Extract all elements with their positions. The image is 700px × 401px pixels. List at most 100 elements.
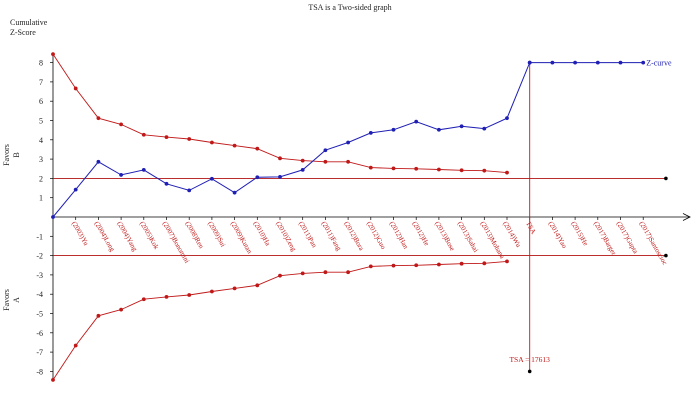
upper-boundary-point [119, 122, 123, 127]
lower-boundary-point [278, 273, 282, 278]
category-label: (2010)Ha [252, 220, 273, 248]
z-curve-point [437, 127, 441, 132]
tsa-line-bottom-point [527, 369, 532, 374]
lower-boundary-point [96, 313, 101, 318]
z-curve-point [527, 60, 532, 65]
z-curve-point [51, 215, 55, 219]
upper-boundary-point [278, 156, 282, 161]
category-label: (2012)Guo [365, 220, 388, 251]
category-label: (2010)Zeng [274, 220, 298, 253]
y-tick-label: 3 [39, 155, 43, 164]
z-curve-point [641, 60, 646, 65]
y-tick-label: 6 [39, 97, 43, 106]
lower-boundary-point [51, 377, 55, 382]
upper-boundary-point [437, 167, 441, 172]
category-label: (2012)Han [388, 220, 410, 251]
category-label: (2013)Bose [433, 220, 456, 252]
favors-a-label-line2: A [12, 297, 21, 303]
favors-b-label-line1: Favors [2, 144, 11, 166]
z-curve-point [300, 168, 305, 172]
x-axis-arrow [682, 213, 691, 221]
lower-boundary-point [300, 271, 305, 276]
y-axis-label-line1: Cumulative [10, 18, 48, 27]
lower-boundary-point [73, 343, 78, 348]
category-label: (2005)Kok [138, 220, 161, 251]
z-curve-point [368, 130, 373, 135]
category-label: (2013)Sahai [456, 220, 480, 254]
y-tick-label: -2 [36, 252, 43, 261]
upper-boundary-point [232, 143, 237, 148]
category-label: (2014)Yao [547, 220, 569, 250]
lower-boundary-point [414, 263, 419, 268]
upper-boundary-point [300, 158, 305, 163]
upper-boundary-point [323, 159, 328, 164]
y-tick-label: 7 [39, 78, 43, 87]
z-curve-point [119, 173, 123, 177]
z-curve-point [595, 60, 600, 65]
z-curve-point [210, 176, 214, 181]
z-curve-point [187, 188, 192, 193]
lower-boundary-point [346, 270, 350, 275]
y-tick-label: -5 [36, 310, 43, 319]
upper-boundary-point [459, 168, 464, 173]
category-label: (2004)Long [93, 220, 117, 253]
lower-boundary-point [187, 293, 192, 297]
y-tick-label: -3 [36, 271, 43, 280]
category-label: (2009)Sui [206, 220, 227, 248]
category-label: (2012)Bora [342, 220, 366, 253]
lower-boundary-point [437, 262, 441, 267]
lower-boundary-point [391, 263, 396, 268]
lower-boundary-point [459, 261, 464, 266]
y-tick-label: 5 [39, 117, 43, 126]
upper-boundary-point [187, 137, 192, 141]
category-label: TSA [524, 220, 538, 235]
tsa-label: TSA = 17613 [509, 355, 550, 364]
lower-boundary-point [119, 307, 123, 312]
z-curve-point [96, 159, 101, 164]
z-curve-point [232, 190, 237, 195]
upper-boundary-point [368, 165, 373, 170]
lower-boundary-point [505, 259, 509, 264]
upper-boundary-point [164, 135, 169, 139]
lower-boundary-point [368, 264, 373, 269]
upper-boundary-point [346, 159, 350, 164]
z-curve-point [505, 116, 509, 121]
z-curve-point [141, 168, 146, 172]
z-curve-point [278, 174, 282, 179]
y-tick-label: 4 [39, 136, 43, 145]
z-curve-point [414, 119, 419, 124]
z-curve-point [164, 181, 169, 186]
upper-boundary-point [391, 166, 396, 171]
z-curve-point [346, 140, 350, 145]
y-tick-label: -7 [36, 348, 43, 357]
z-curve-point [482, 126, 487, 131]
z-curve-point [618, 60, 623, 65]
upper-boundary-point [482, 168, 487, 173]
upper-boundary-point [51, 52, 55, 57]
upper-boundary-point [255, 146, 260, 151]
z-curve-point [73, 187, 78, 192]
z-curve-point [459, 124, 464, 129]
category-label: (2008)Ren [183, 220, 205, 250]
y-tick-label: -1 [36, 232, 43, 241]
y-tick-label: 1 [39, 194, 43, 203]
category-label: (2017)Gupta [615, 220, 640, 256]
lower-boundary-point [232, 286, 237, 291]
y-tick-label: 8 [39, 59, 43, 68]
category-label: (2017)Barger [592, 220, 618, 257]
category-label: (2004)Yang [115, 220, 139, 253]
z-curve-point [255, 175, 260, 180]
lower-boundary-point [210, 289, 214, 294]
y-tick-label: 2 [39, 174, 43, 183]
chart-title: TSA is a Two-sided graph [308, 3, 391, 12]
upper-monitoring-boundary [52, 53, 508, 174]
category-label: (2009)Kutan [229, 220, 254, 255]
y-axis-label-line2: Z-Score [10, 28, 36, 37]
category-label: (2015)He [569, 220, 589, 247]
z-curve-label: Z-curve [646, 59, 672, 68]
favors-a-label-line1: Favors [2, 289, 11, 311]
upper-boundary-point [210, 140, 214, 145]
y-tick-label: -4 [36, 290, 43, 299]
upper-boundary-point [414, 166, 419, 171]
